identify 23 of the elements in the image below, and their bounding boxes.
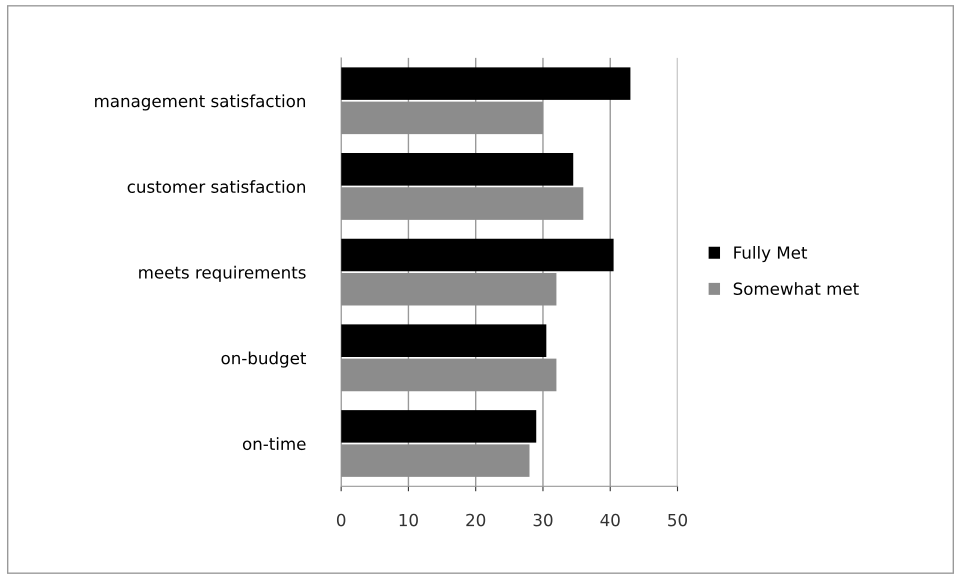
legend-label: Somewhat met [734,282,859,296]
x-tick-label: 40 [600,514,620,526]
x-tick-label: 10 [400,514,418,526]
bar [341,272,556,306]
legend-label: Fully Met [734,246,808,262]
y-tick-label: meets requirements [139,266,306,282]
bar [341,102,543,134]
x-tick-label: 30 [534,514,552,526]
bar [341,187,584,220]
bar [341,324,546,357]
bar [341,67,630,100]
bar [341,238,614,272]
x-tick-label: 50 [668,514,687,526]
y-tick-label: management satisfaction [95,94,306,111]
x-tick-label: 0 [336,514,346,526]
y-tick-label: on-time [242,437,306,450]
bar [341,410,536,443]
x-tick-label: 20 [466,514,486,526]
bar [341,153,574,186]
bar [341,444,530,477]
bar [341,358,556,392]
y-tick-label: on-budget [221,351,306,368]
y-tick-label: customer satisfaction [128,180,306,194]
